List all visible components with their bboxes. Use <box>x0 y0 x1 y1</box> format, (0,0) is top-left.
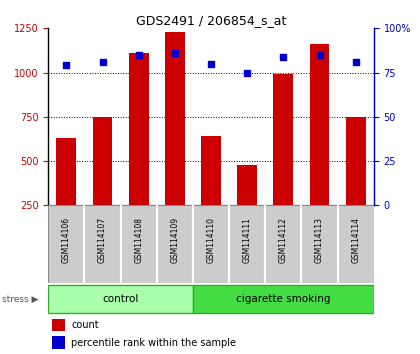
Text: GSM114109: GSM114109 <box>171 217 179 263</box>
Bar <box>165 32 185 250</box>
Bar <box>201 136 221 250</box>
Point <box>63 63 70 68</box>
Bar <box>129 53 149 250</box>
Point <box>352 59 359 65</box>
Bar <box>310 44 330 250</box>
FancyBboxPatch shape <box>193 285 374 314</box>
Text: GSM114114: GSM114114 <box>351 217 360 263</box>
Text: GSM114106: GSM114106 <box>62 217 71 263</box>
Text: cigarette smoking: cigarette smoking <box>236 294 331 304</box>
Title: GDS2491 / 206854_s_at: GDS2491 / 206854_s_at <box>136 14 286 27</box>
FancyBboxPatch shape <box>48 285 193 314</box>
Text: count: count <box>71 320 99 330</box>
Text: GSM114107: GSM114107 <box>98 217 107 263</box>
FancyBboxPatch shape <box>48 205 374 283</box>
Text: GSM114108: GSM114108 <box>134 217 143 263</box>
Bar <box>56 138 76 250</box>
Text: GSM114111: GSM114111 <box>243 217 252 263</box>
Text: control: control <box>102 294 139 304</box>
Bar <box>273 74 293 250</box>
Text: stress ▶: stress ▶ <box>2 295 39 304</box>
Point <box>171 50 178 56</box>
Bar <box>52 319 65 331</box>
Point <box>280 54 287 59</box>
Bar <box>92 117 113 250</box>
Point <box>135 52 142 58</box>
Bar <box>237 165 257 250</box>
Point <box>244 70 251 75</box>
Point <box>208 61 215 67</box>
Point <box>99 59 106 65</box>
Text: GSM114110: GSM114110 <box>207 217 215 263</box>
Point <box>316 52 323 58</box>
Text: GSM114113: GSM114113 <box>315 217 324 263</box>
Text: GSM114112: GSM114112 <box>279 217 288 263</box>
Text: percentile rank within the sample: percentile rank within the sample <box>71 338 236 348</box>
Bar <box>52 336 65 349</box>
Bar <box>346 117 366 250</box>
